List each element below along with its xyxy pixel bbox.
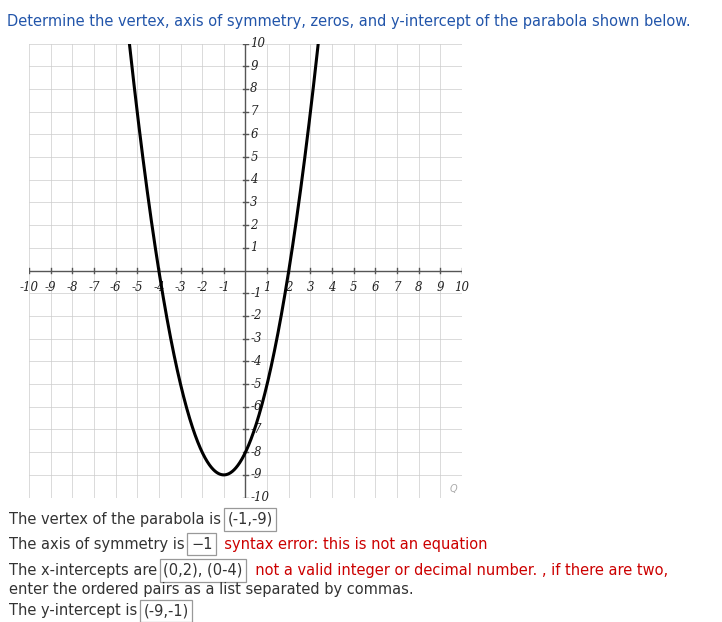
- Text: 1: 1: [251, 241, 258, 254]
- Text: -10: -10: [19, 281, 38, 294]
- Text: 3: 3: [307, 281, 314, 294]
- Text: -2: -2: [251, 310, 262, 322]
- Text: -5: -5: [131, 281, 143, 294]
- Text: Determine the vertex, axis of symmetry, zeros, and y-intercept of the parabola s: Determine the vertex, axis of symmetry, …: [7, 14, 691, 29]
- Text: 7: 7: [251, 105, 258, 118]
- Text: 5: 5: [251, 151, 258, 164]
- Text: -9: -9: [251, 468, 262, 481]
- Text: -6: -6: [251, 401, 262, 413]
- Text: not a valid integer or decimal number. , if there are two,: not a valid integer or decimal number. ,…: [245, 563, 668, 578]
- Text: 6: 6: [372, 281, 379, 294]
- Text: -4: -4: [251, 355, 262, 368]
- Text: The x-intercepts are: The x-intercepts are: [9, 563, 162, 578]
- Text: 8: 8: [415, 281, 422, 294]
- Text: 9: 9: [437, 281, 444, 294]
- Text: syntax error: this is not an equation: syntax error: this is not an equation: [215, 537, 488, 552]
- Text: -7: -7: [88, 281, 100, 294]
- Text: 2: 2: [285, 281, 292, 294]
- Text: -7: -7: [251, 423, 262, 436]
- Text: −1: −1: [191, 537, 212, 552]
- Text: -1: -1: [251, 287, 262, 300]
- Text: -8: -8: [251, 446, 262, 458]
- Text: 7: 7: [393, 281, 401, 294]
- Text: 4: 4: [329, 281, 336, 294]
- Text: -1: -1: [218, 281, 230, 294]
- Text: The axis of symmetry is: The axis of symmetry is: [9, 537, 189, 552]
- Text: (0,2), (0-4): (0,2), (0-4): [163, 563, 243, 578]
- Text: 2: 2: [251, 219, 258, 231]
- Text: -10: -10: [251, 491, 269, 504]
- Text: -9: -9: [45, 281, 56, 294]
- Text: 9: 9: [251, 60, 258, 73]
- Text: -3: -3: [175, 281, 186, 294]
- Text: 10: 10: [251, 37, 265, 50]
- Text: 4: 4: [251, 174, 258, 186]
- Text: 5: 5: [350, 281, 357, 294]
- Text: Q: Q: [450, 483, 457, 493]
- Text: The y-intercept is: The y-intercept is: [9, 603, 142, 618]
- Text: The vertex of the parabola is: The vertex of the parabola is: [9, 512, 225, 527]
- Text: 3: 3: [251, 196, 258, 209]
- Text: -5: -5: [251, 378, 262, 391]
- Text: -8: -8: [66, 281, 78, 294]
- Text: 1: 1: [264, 281, 271, 294]
- Text: (-9,-1): (-9,-1): [144, 603, 188, 618]
- Text: -3: -3: [251, 332, 262, 345]
- Text: -6: -6: [110, 281, 121, 294]
- Text: 10: 10: [455, 281, 469, 294]
- Text: 6: 6: [251, 128, 258, 141]
- Text: 8: 8: [251, 83, 258, 95]
- Text: -2: -2: [196, 281, 208, 294]
- Text: enter the ordered pairs as a list separated by commas.: enter the ordered pairs as a list separa…: [9, 582, 413, 597]
- Text: (-1,-9): (-1,-9): [227, 512, 272, 527]
- Text: -4: -4: [153, 281, 165, 294]
